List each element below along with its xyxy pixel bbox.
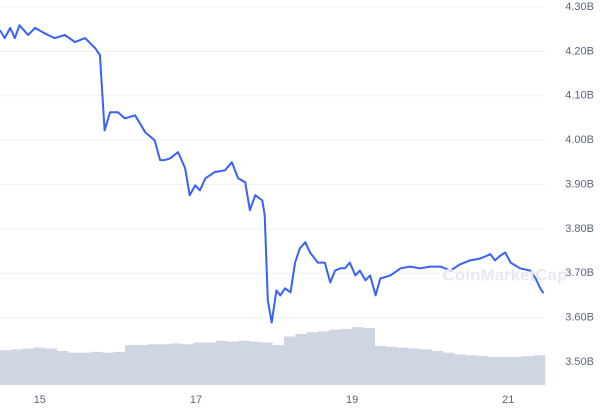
volume-bar <box>45 348 58 385</box>
volume-bar <box>533 355 546 385</box>
volume-bar <box>181 344 194 385</box>
x-tick-label: 19 <box>346 394 358 406</box>
y-tick-label: 3.50B <box>565 356 594 368</box>
volume-bar <box>374 345 387 385</box>
volume-bar <box>249 341 262 385</box>
y-tick-label: 4.30B <box>565 1 594 13</box>
volume-bar <box>397 347 410 385</box>
volume-bar <box>0 350 12 385</box>
volume-bar <box>158 344 171 385</box>
volume-bar <box>22 348 35 385</box>
volume-bar <box>329 329 341 385</box>
y-tick-label: 4.10B <box>565 90 594 102</box>
volume-bar <box>136 345 148 385</box>
volume-bar <box>124 345 137 385</box>
volume-bar <box>499 356 512 385</box>
x-tick-label: 17 <box>190 394 202 406</box>
volume-bar <box>351 327 364 385</box>
volume-bar <box>283 336 296 385</box>
volume-bar <box>522 356 534 385</box>
volume-bar <box>295 334 307 385</box>
volume-bar <box>272 345 285 385</box>
volume-bar <box>488 356 500 385</box>
volume-bar <box>340 328 353 385</box>
x-tick-label: 15 <box>34 394 46 406</box>
volume-bar <box>408 348 421 385</box>
volume-bar <box>363 328 375 385</box>
volume-bar <box>476 356 489 385</box>
volume-bar <box>170 343 182 385</box>
volume-bar <box>386 346 398 385</box>
y-tick-label: 4.00B <box>565 134 594 146</box>
y-tick-label: 3.80B <box>565 223 594 235</box>
volume-bar <box>34 347 46 385</box>
y-tick-label: 3.70B <box>565 267 594 279</box>
volume-bar <box>147 344 160 385</box>
volume-bar <box>102 352 114 385</box>
volume-bar <box>465 355 478 385</box>
price-line <box>0 24 545 324</box>
volume-bar <box>11 349 24 385</box>
volume-bar <box>420 349 432 385</box>
volume-bar <box>454 354 466 385</box>
y-tick-label: 3.60B <box>565 311 594 323</box>
volume-bar <box>68 352 80 385</box>
volume-bar <box>442 352 455 385</box>
volume-bar <box>56 351 69 385</box>
volume-bar <box>227 341 239 385</box>
y-tick-label: 4.20B <box>565 45 594 57</box>
volume-bar <box>113 351 126 385</box>
volume-bar <box>79 352 92 385</box>
volume-bar <box>261 342 273 385</box>
volume-bar <box>317 331 330 385</box>
volume-bar <box>193 342 205 385</box>
volume-bar <box>215 340 228 385</box>
volume-bar <box>238 340 251 385</box>
volume-bar <box>431 351 444 385</box>
volume-bar <box>510 356 523 385</box>
volume-bar <box>204 342 217 385</box>
x-tick-label: 21 <box>502 394 514 406</box>
watermark: CoinMarketCap <box>443 265 568 284</box>
volume-bar <box>306 332 319 385</box>
y-tick-label: 3.90B <box>565 178 594 190</box>
volume-bar <box>90 351 103 385</box>
